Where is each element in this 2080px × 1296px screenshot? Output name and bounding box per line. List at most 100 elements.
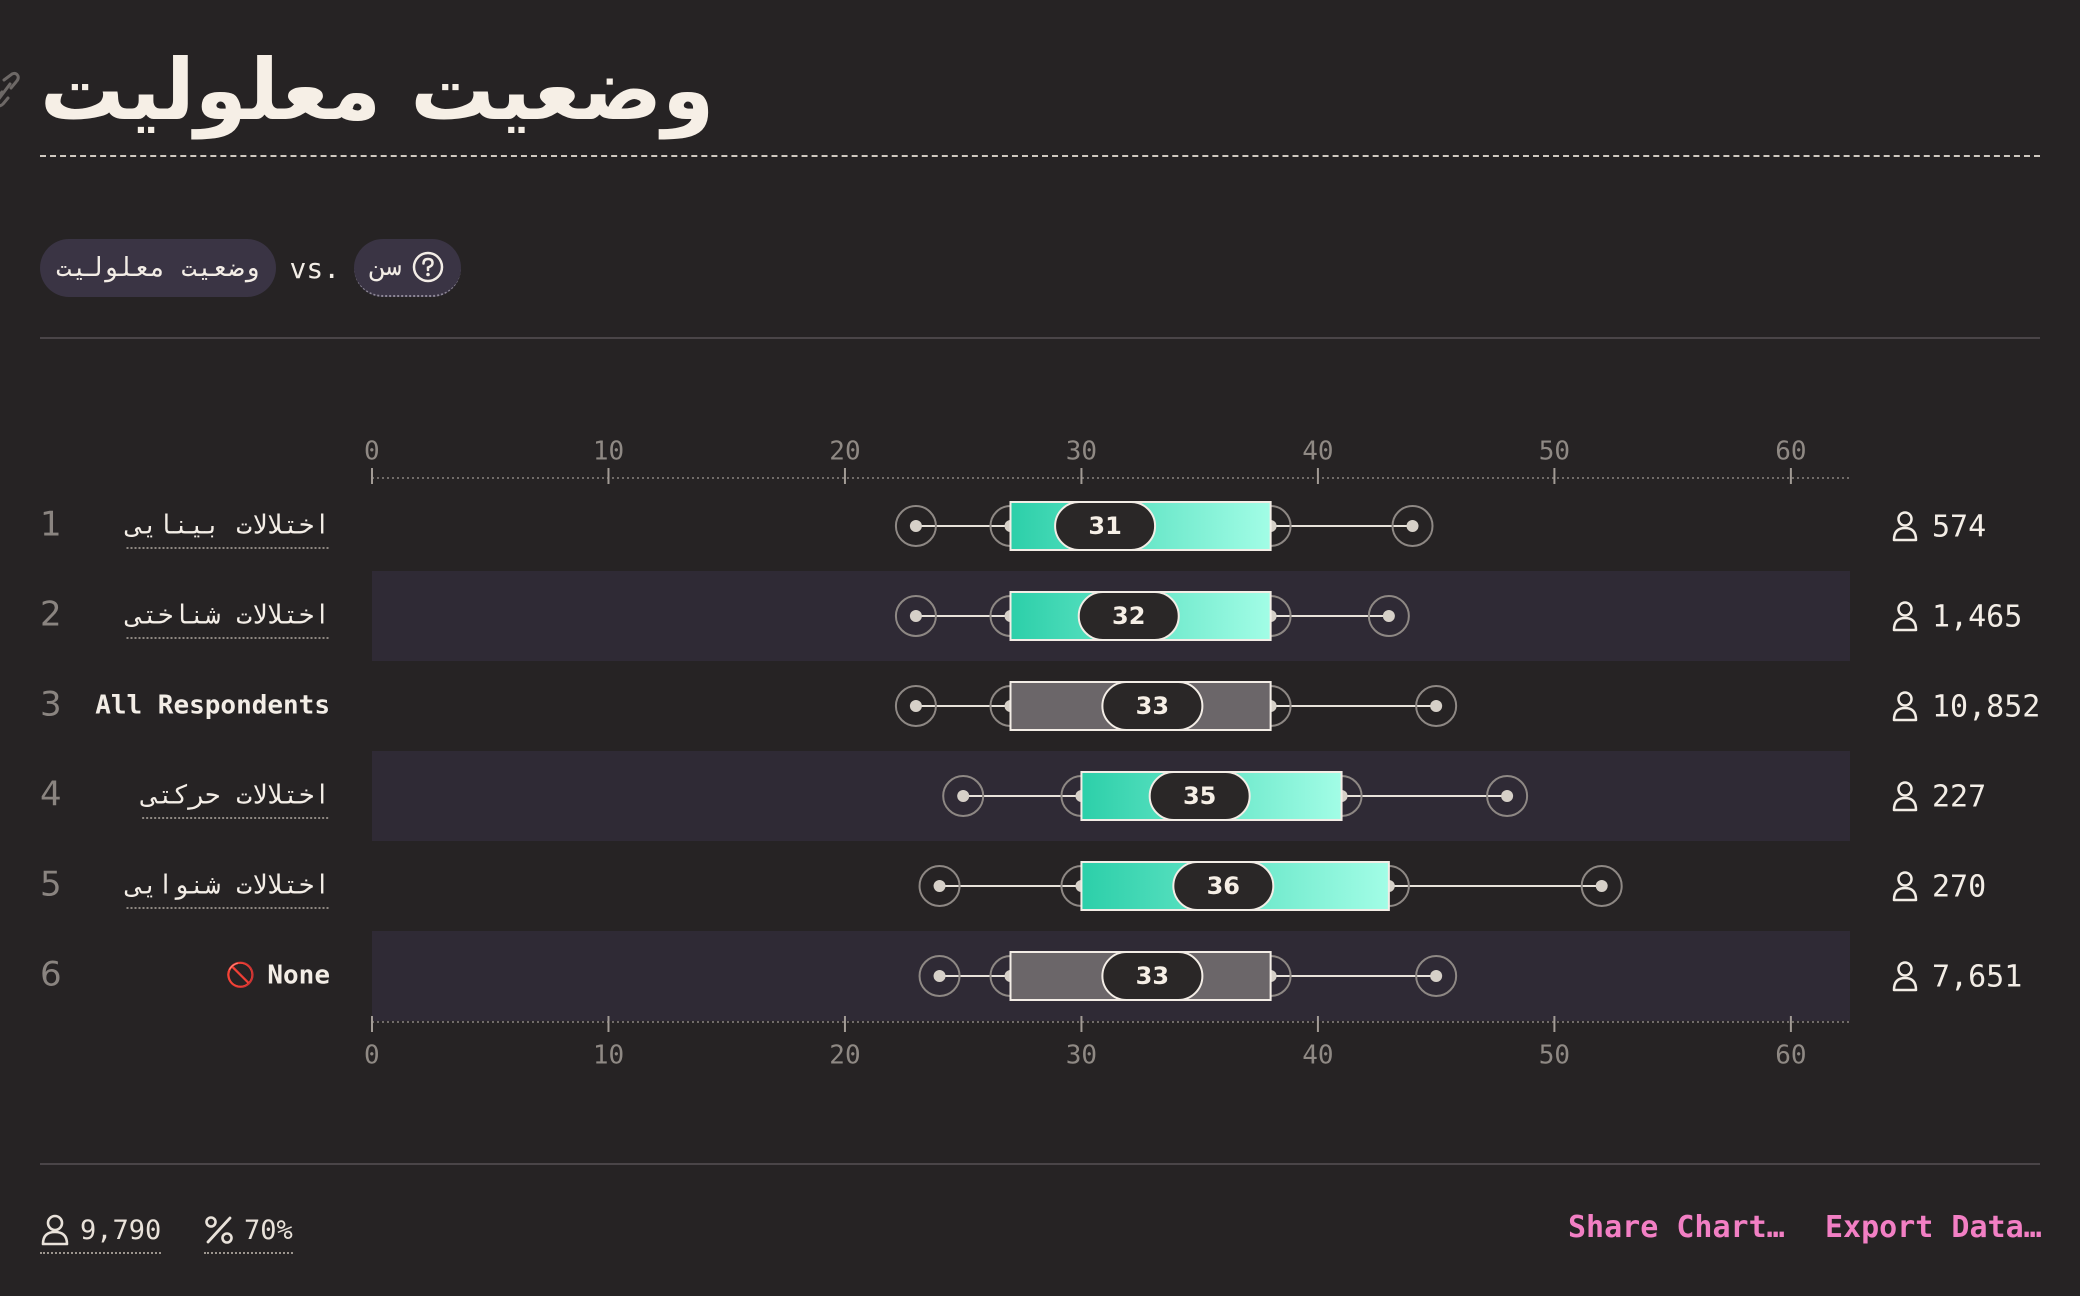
export-data-link[interactable]: Export Data… bbox=[1825, 1210, 2042, 1245]
percent-total-value: 70% bbox=[244, 1214, 293, 1246]
whisker-high-marker-ring bbox=[1391, 505, 1434, 547]
x-tick-label: 20 bbox=[829, 437, 860, 467]
section-divider-top bbox=[40, 337, 2040, 339]
row-count: 7,651 bbox=[1932, 960, 2022, 995]
page-title: وضعیت معلولیت bbox=[40, 41, 715, 139]
share-chart-link[interactable]: Share Chart… bbox=[1568, 1210, 1785, 1245]
row-rank: 5 bbox=[40, 865, 62, 905]
whisker-high-marker bbox=[1430, 700, 1443, 712]
whisker-low-marker-ring bbox=[894, 505, 937, 547]
whisker-high-marker bbox=[1382, 610, 1395, 622]
x-tick-label: 50 bbox=[1539, 437, 1570, 467]
section-divider-bottom bbox=[40, 1163, 2040, 1165]
median-pill bbox=[1077, 591, 1180, 641]
row-label[interactable]: اختلالات بینایی bbox=[125, 511, 331, 541]
whisker-low-marker-ring bbox=[918, 865, 961, 907]
row-label[interactable]: اختلالات شنوایی bbox=[125, 871, 331, 901]
person-icon bbox=[41, 1214, 69, 1246]
person-icon bbox=[1892, 511, 1918, 542]
row-rank: 3 bbox=[40, 685, 62, 725]
whisker-high-marker bbox=[1406, 520, 1419, 532]
row-label[interactable]: All Respondents bbox=[95, 691, 330, 721]
person-icon bbox=[1892, 871, 1918, 902]
median-label: 33 bbox=[1136, 962, 1169, 990]
row-count: 574 bbox=[1932, 510, 1986, 545]
whisker-low-marker bbox=[957, 790, 970, 802]
comparison-label: سن bbox=[370, 252, 402, 282]
whisker-low-marker-ring bbox=[894, 595, 937, 637]
person-icon bbox=[1892, 601, 1918, 632]
person-icon bbox=[1892, 691, 1918, 722]
row-count: 10,852 bbox=[1932, 690, 2040, 725]
median-label: 31 bbox=[1088, 512, 1121, 540]
row-count: 227 bbox=[1932, 780, 1986, 815]
title-divider bbox=[40, 155, 2040, 157]
row-count: 270 bbox=[1932, 870, 1986, 905]
table-row: 2 اختلالات شناختی 32 1,465 bbox=[40, 591, 2022, 641]
row-rank: 6 bbox=[40, 955, 62, 995]
filter-bar: وضعیت معلولیت vs. سن bbox=[40, 239, 462, 297]
row-label[interactable]: اختلالات شناختی bbox=[125, 601, 331, 631]
row-rank: 4 bbox=[40, 775, 62, 815]
x-tick-label: 10 bbox=[593, 1041, 624, 1071]
whisker-low-marker-ring bbox=[918, 955, 961, 997]
x-tick-label: 0 bbox=[364, 1041, 380, 1071]
respondent-total-value: 9,790 bbox=[80, 1214, 162, 1246]
whisker-low-marker bbox=[933, 880, 946, 892]
percent-total[interactable]: 70% bbox=[204, 1208, 293, 1254]
median-pill bbox=[1148, 771, 1251, 821]
whisker-high-marker-ring bbox=[1415, 685, 1458, 727]
link-icon[interactable] bbox=[0, 70, 20, 110]
median-pill bbox=[1172, 861, 1275, 911]
vs-label: vs. bbox=[289, 251, 341, 285]
whisker-high-marker-ring bbox=[1486, 775, 1529, 817]
row-label[interactable]: اختلالات حرکتی bbox=[140, 781, 330, 811]
x-tick-label: 0 bbox=[364, 437, 380, 467]
x-tick-label: 50 bbox=[1539, 1041, 1570, 1071]
whisker-high-marker-ring bbox=[1415, 955, 1458, 997]
median-pill bbox=[1101, 951, 1204, 1001]
table-row: 3 All Respondents 33 10,852 bbox=[40, 681, 2040, 731]
table-row: 4 اختلالات حرکتی 35 227 bbox=[40, 771, 1986, 821]
whisker-high-marker-ring bbox=[1367, 595, 1410, 637]
row-rank: 2 bbox=[40, 595, 62, 635]
whisker-low-marker bbox=[909, 700, 922, 712]
x-tick-label: 40 bbox=[1302, 437, 1333, 467]
whisker-low-marker bbox=[933, 970, 946, 982]
respondent-total[interactable]: 9,790 bbox=[40, 1208, 162, 1254]
whisker-high-marker bbox=[1430, 970, 1443, 982]
whisker-low-marker-ring bbox=[942, 775, 985, 817]
whisker-low-marker-ring bbox=[894, 685, 937, 727]
x-tick-label: 20 bbox=[829, 1041, 860, 1071]
x-tick-label: 40 bbox=[1302, 1041, 1333, 1071]
person-icon bbox=[1892, 961, 1918, 992]
percent-icon bbox=[205, 1216, 233, 1244]
median-label: 33 bbox=[1136, 692, 1169, 720]
variable-pill[interactable]: وضعیت معلولیت bbox=[40, 239, 276, 297]
x-tick-label: 30 bbox=[1066, 1041, 1097, 1071]
x-tick-label: 60 bbox=[1775, 1041, 1806, 1071]
x-tick-label: 60 bbox=[1775, 437, 1806, 467]
table-row: 6 None 🚫 33 7,651 bbox=[40, 951, 2022, 1001]
median-label: 36 bbox=[1207, 872, 1240, 900]
whisker-low-marker bbox=[909, 520, 922, 532]
question-circle-icon[interactable] bbox=[411, 250, 445, 284]
median-pill bbox=[1054, 501, 1157, 551]
whisker-high-marker bbox=[1595, 880, 1608, 892]
whisker-high-marker-ring bbox=[1580, 865, 1623, 907]
row-rank: 1 bbox=[40, 505, 62, 545]
table-row: 1 اختلالات بینایی 31 574 bbox=[40, 501, 1986, 551]
no-entry-icon: 🚫 bbox=[225, 961, 255, 989]
row-label[interactable]: None bbox=[267, 961, 330, 991]
whisker-low-marker bbox=[909, 610, 922, 622]
comparison-pill[interactable]: سن bbox=[354, 239, 462, 297]
whisker-high-marker bbox=[1501, 790, 1514, 802]
median-label: 35 bbox=[1183, 782, 1216, 810]
person-icon bbox=[1892, 781, 1918, 812]
variable-label: وضعیت معلولیت bbox=[56, 253, 260, 283]
median-label: 32 bbox=[1112, 602, 1145, 630]
x-tick-label: 30 bbox=[1066, 437, 1097, 467]
x-tick-label: 10 bbox=[593, 437, 624, 467]
